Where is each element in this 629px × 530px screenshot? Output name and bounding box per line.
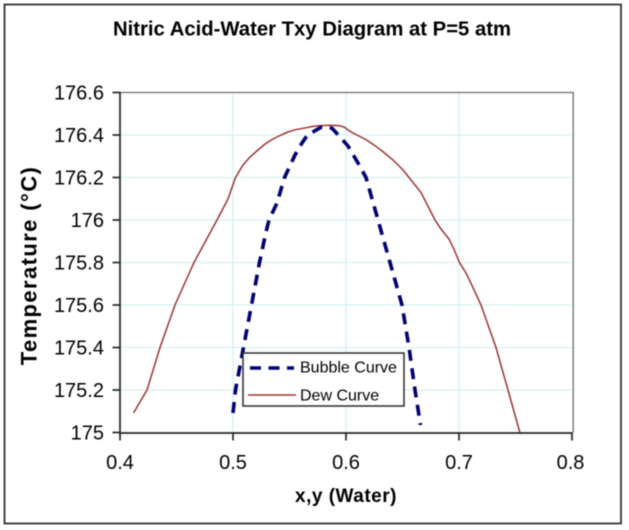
svg-text:176: 176: [71, 210, 104, 232]
svg-text:0.5: 0.5: [219, 452, 247, 474]
svg-text:Nitric Acid-Water Txy Diagram: Nitric Acid-Water Txy Diagram at P=5 atm: [113, 19, 511, 41]
svg-text:175.4: 175.4: [54, 338, 104, 360]
svg-text:Temperature (°C): Temperature (°C): [17, 166, 42, 366]
svg-text:176.2: 176.2: [54, 168, 104, 190]
svg-text:Dew Curve: Dew Curve: [300, 388, 379, 405]
svg-text:175.2: 175.2: [54, 380, 104, 402]
svg-text:0.6: 0.6: [332, 452, 360, 474]
svg-text:175.8: 175.8: [54, 253, 104, 275]
svg-text:Bubble Curve: Bubble Curve: [300, 360, 397, 377]
svg-text:x,y (Water): x,y (Water): [295, 486, 397, 507]
svg-text:0.4: 0.4: [106, 452, 134, 474]
svg-text:175.6: 175.6: [54, 295, 104, 317]
svg-text:176.6: 176.6: [54, 83, 104, 105]
svg-text:0.8: 0.8: [557, 452, 585, 474]
svg-text:176.4: 176.4: [54, 125, 104, 147]
svg-text:175: 175: [71, 423, 104, 445]
svg-text:0.7: 0.7: [445, 452, 473, 474]
